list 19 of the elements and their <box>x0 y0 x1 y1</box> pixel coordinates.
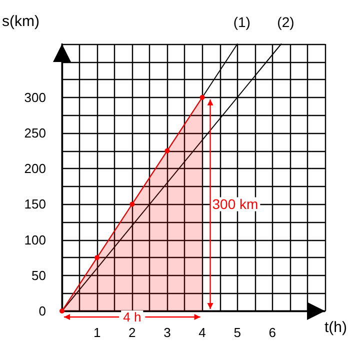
y-tick-label: 200 <box>24 161 46 176</box>
x-tick-label: 4 <box>198 325 206 340</box>
y-tick-label: 150 <box>24 196 46 212</box>
y-tick-label: 300 <box>24 90 46 105</box>
x-tick-label: 1 <box>93 325 101 340</box>
x-tick-label: 3 <box>164 325 171 340</box>
annotation: 300 km <box>212 196 258 212</box>
x-tick-label: 5 <box>234 325 241 340</box>
y-tick-label: 0 <box>38 304 46 318</box>
series-label: (1) <box>233 14 250 30</box>
y-tick-label: 100 <box>24 232 46 248</box>
x-tick-label: 6 <box>268 325 276 340</box>
series-label: (2) <box>277 14 294 30</box>
annotation: 4 h <box>123 310 142 324</box>
x-tick-label: 2 <box>128 325 136 340</box>
y-tick-label: 250 <box>24 126 46 140</box>
y-tick-label: 50 <box>32 268 46 283</box>
y-axis-title: s(km) <box>2 13 40 30</box>
x-axis-title: t(h) <box>324 319 348 336</box>
